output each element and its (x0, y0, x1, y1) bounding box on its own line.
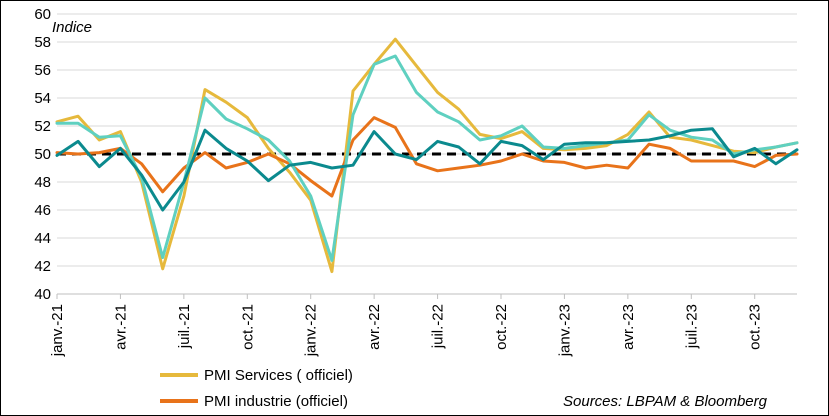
legend-label-industrie: PMI industrie (officiel) (204, 393, 348, 410)
x-tick-label: janv.-21 (49, 304, 66, 357)
y-tick-label: 46 (34, 202, 51, 219)
y-tick-label: 56 (34, 62, 51, 79)
y-tick-label: 54 (34, 90, 51, 107)
y-tick-label: 48 (34, 174, 51, 191)
x-tick-label: juil.-21 (176, 304, 193, 349)
series-line-1 (55, 116, 799, 198)
series-lines (55, 37, 799, 274)
y-tick-label: 58 (34, 34, 51, 51)
series-line-3 (55, 127, 799, 212)
y-tick-label: 40 (34, 286, 51, 303)
x-tick-label: juil.-22 (430, 304, 447, 349)
x-tick-label: janv.-22 (303, 304, 320, 357)
y-tick-label: 60 (34, 6, 51, 23)
y-tick-label: 42 (34, 258, 51, 275)
y-tick-label: 50 (34, 146, 51, 163)
legend: PMI Services ( officiel) PMI industrie (… (160, 367, 353, 410)
legend-label-services: PMI Services ( officiel) (204, 367, 353, 384)
x-tick-label: avr.-21 (112, 304, 129, 350)
x-tick-label: juil.-23 (683, 304, 700, 349)
x-tick-label: oct.-23 (747, 304, 764, 350)
source-note: Sources: LBPAM & Bloomberg (563, 393, 768, 410)
unit-label: Indice (52, 19, 92, 36)
x-tick-label: janv.-23 (556, 304, 573, 357)
axes (56, 293, 797, 299)
x-tick-label: avr.-23 (620, 304, 637, 350)
y-tick-label: 52 (34, 118, 51, 135)
tick-labels: 40 42 44 46 48 50 52 54 56 58 60 janv.-21 avr.-21 jui… (34, 6, 763, 357)
x-tick-label: avr.-22 (366, 304, 383, 350)
series-line-2 (55, 54, 799, 262)
y-tick-label: 44 (34, 230, 51, 247)
series-line-0 (55, 37, 799, 274)
x-tick-label: oct.-22 (493, 304, 510, 350)
x-tick-label: oct.-21 (239, 304, 256, 350)
